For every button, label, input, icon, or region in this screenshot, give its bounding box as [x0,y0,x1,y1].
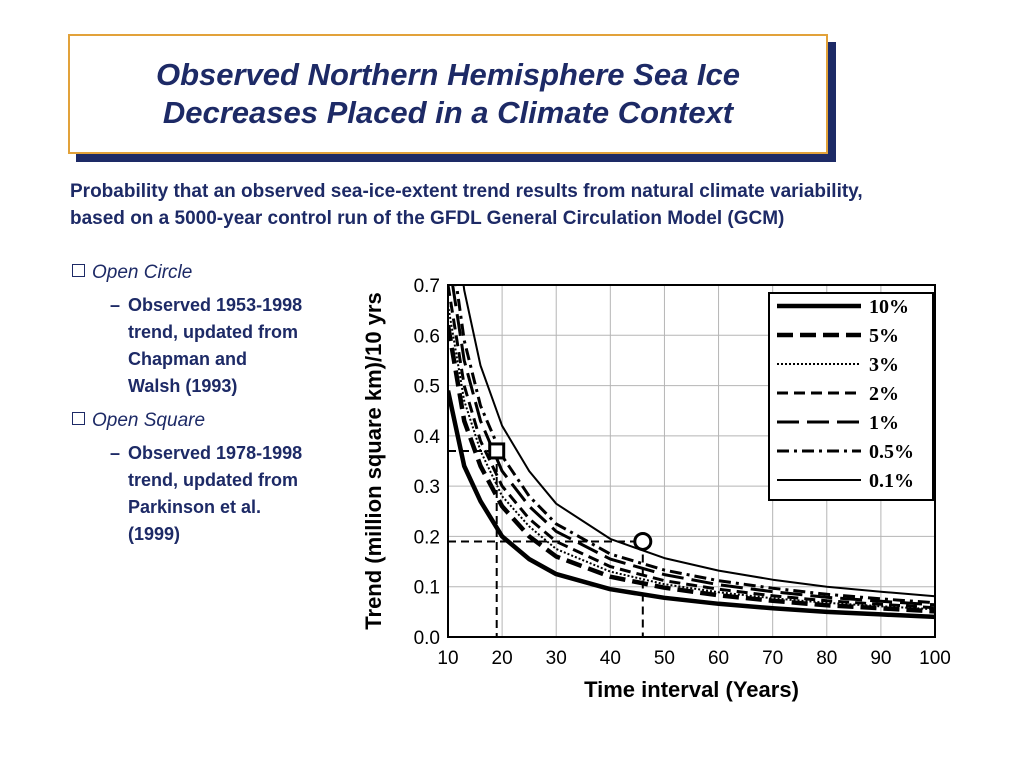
bullet-box-icon [72,264,85,278]
dash-icon: – [110,295,121,315]
slide-title: Observed Northern Hemisphere Sea Ice Dec… [156,56,740,132]
sub-bullet-open-circle: – Observed 1953-1998 trend, updated from… [110,292,360,400]
series-line-4 [448,285,935,610]
x-tick-label: 20 [492,648,513,669]
x-tick-label: 70 [762,648,783,669]
x-axis-label: Time interval (Years) [584,677,799,702]
bullet-open-square: Open Square [72,410,205,432]
series-line-6 [454,285,935,605]
x-tick-label: 80 [816,648,837,669]
bullet-box-icon [72,412,85,426]
plot-frame [447,284,936,638]
y-tick-label: 0.7 [414,276,440,297]
sub-bullet-open-square: – Observed 1978-1998 trend, updated from… [110,440,360,548]
series-line-2 [448,324,935,614]
title-box: Observed Northern Hemisphere Sea Ice Dec… [68,34,828,154]
x-tick-label: 30 [546,648,567,669]
x-tick-label: 40 [600,648,621,669]
open-square-marker [488,442,506,460]
title-line-2: Decreases Placed in a Climate Context [162,95,734,130]
x-tick-label: 50 [654,648,675,669]
dash-icon: – [110,443,121,463]
y-tick-label: 0.5 [414,377,440,398]
bullet-label: Open Circle [92,262,193,283]
y-tick-label: 0.6 [414,326,440,347]
legend-label: 3% [869,354,899,376]
legend-box [768,292,934,501]
y-tick-label: 0.0 [414,628,440,649]
legend-label: 10% [869,296,909,318]
series-line-7 [462,285,935,598]
sub-bullet-text: Observed 1953-1998 trend, updated from C… [128,295,303,396]
trend-chart: 10 20 30 40 50 60 70 80 90 100 0.0 0.1 0.2 0.3 0.4 0.5 0… [361,276,951,702]
x-tick-label: 100 [919,648,951,669]
y-axis-label: Trend (million square km)/10 yrs [361,292,386,629]
x-tick-label: 10 [437,648,458,669]
legend-label: 5% [869,325,899,347]
legend-label: 2% [869,383,899,405]
y-tick-label: 0.4 [414,427,441,448]
intro-text: Probability that an observed sea-ice-ext… [70,181,863,229]
x-tick-label: 60 [708,648,729,669]
legend-label: 1% [869,412,899,434]
series-line-5 [451,285,935,607]
sub-bullet-text: Observed 1978-1998 trend, updated from P… [128,443,303,544]
legend-label: 0.1% [869,470,914,492]
bullet-label: Open Square [92,410,206,431]
series-line-1 [448,390,935,620]
y-tick-label: 0.1 [414,578,440,599]
y-tick-label: 0.2 [414,527,440,548]
bullet-open-circle: Open Circle [72,262,192,284]
title-line-1: Observed Northern Hemisphere Sea Ice [155,57,741,92]
open-circle-marker [633,531,653,551]
legend-label: 0.5% [869,441,914,463]
y-tick-label: 0.3 [414,477,440,498]
x-tick-label: 90 [870,648,891,669]
